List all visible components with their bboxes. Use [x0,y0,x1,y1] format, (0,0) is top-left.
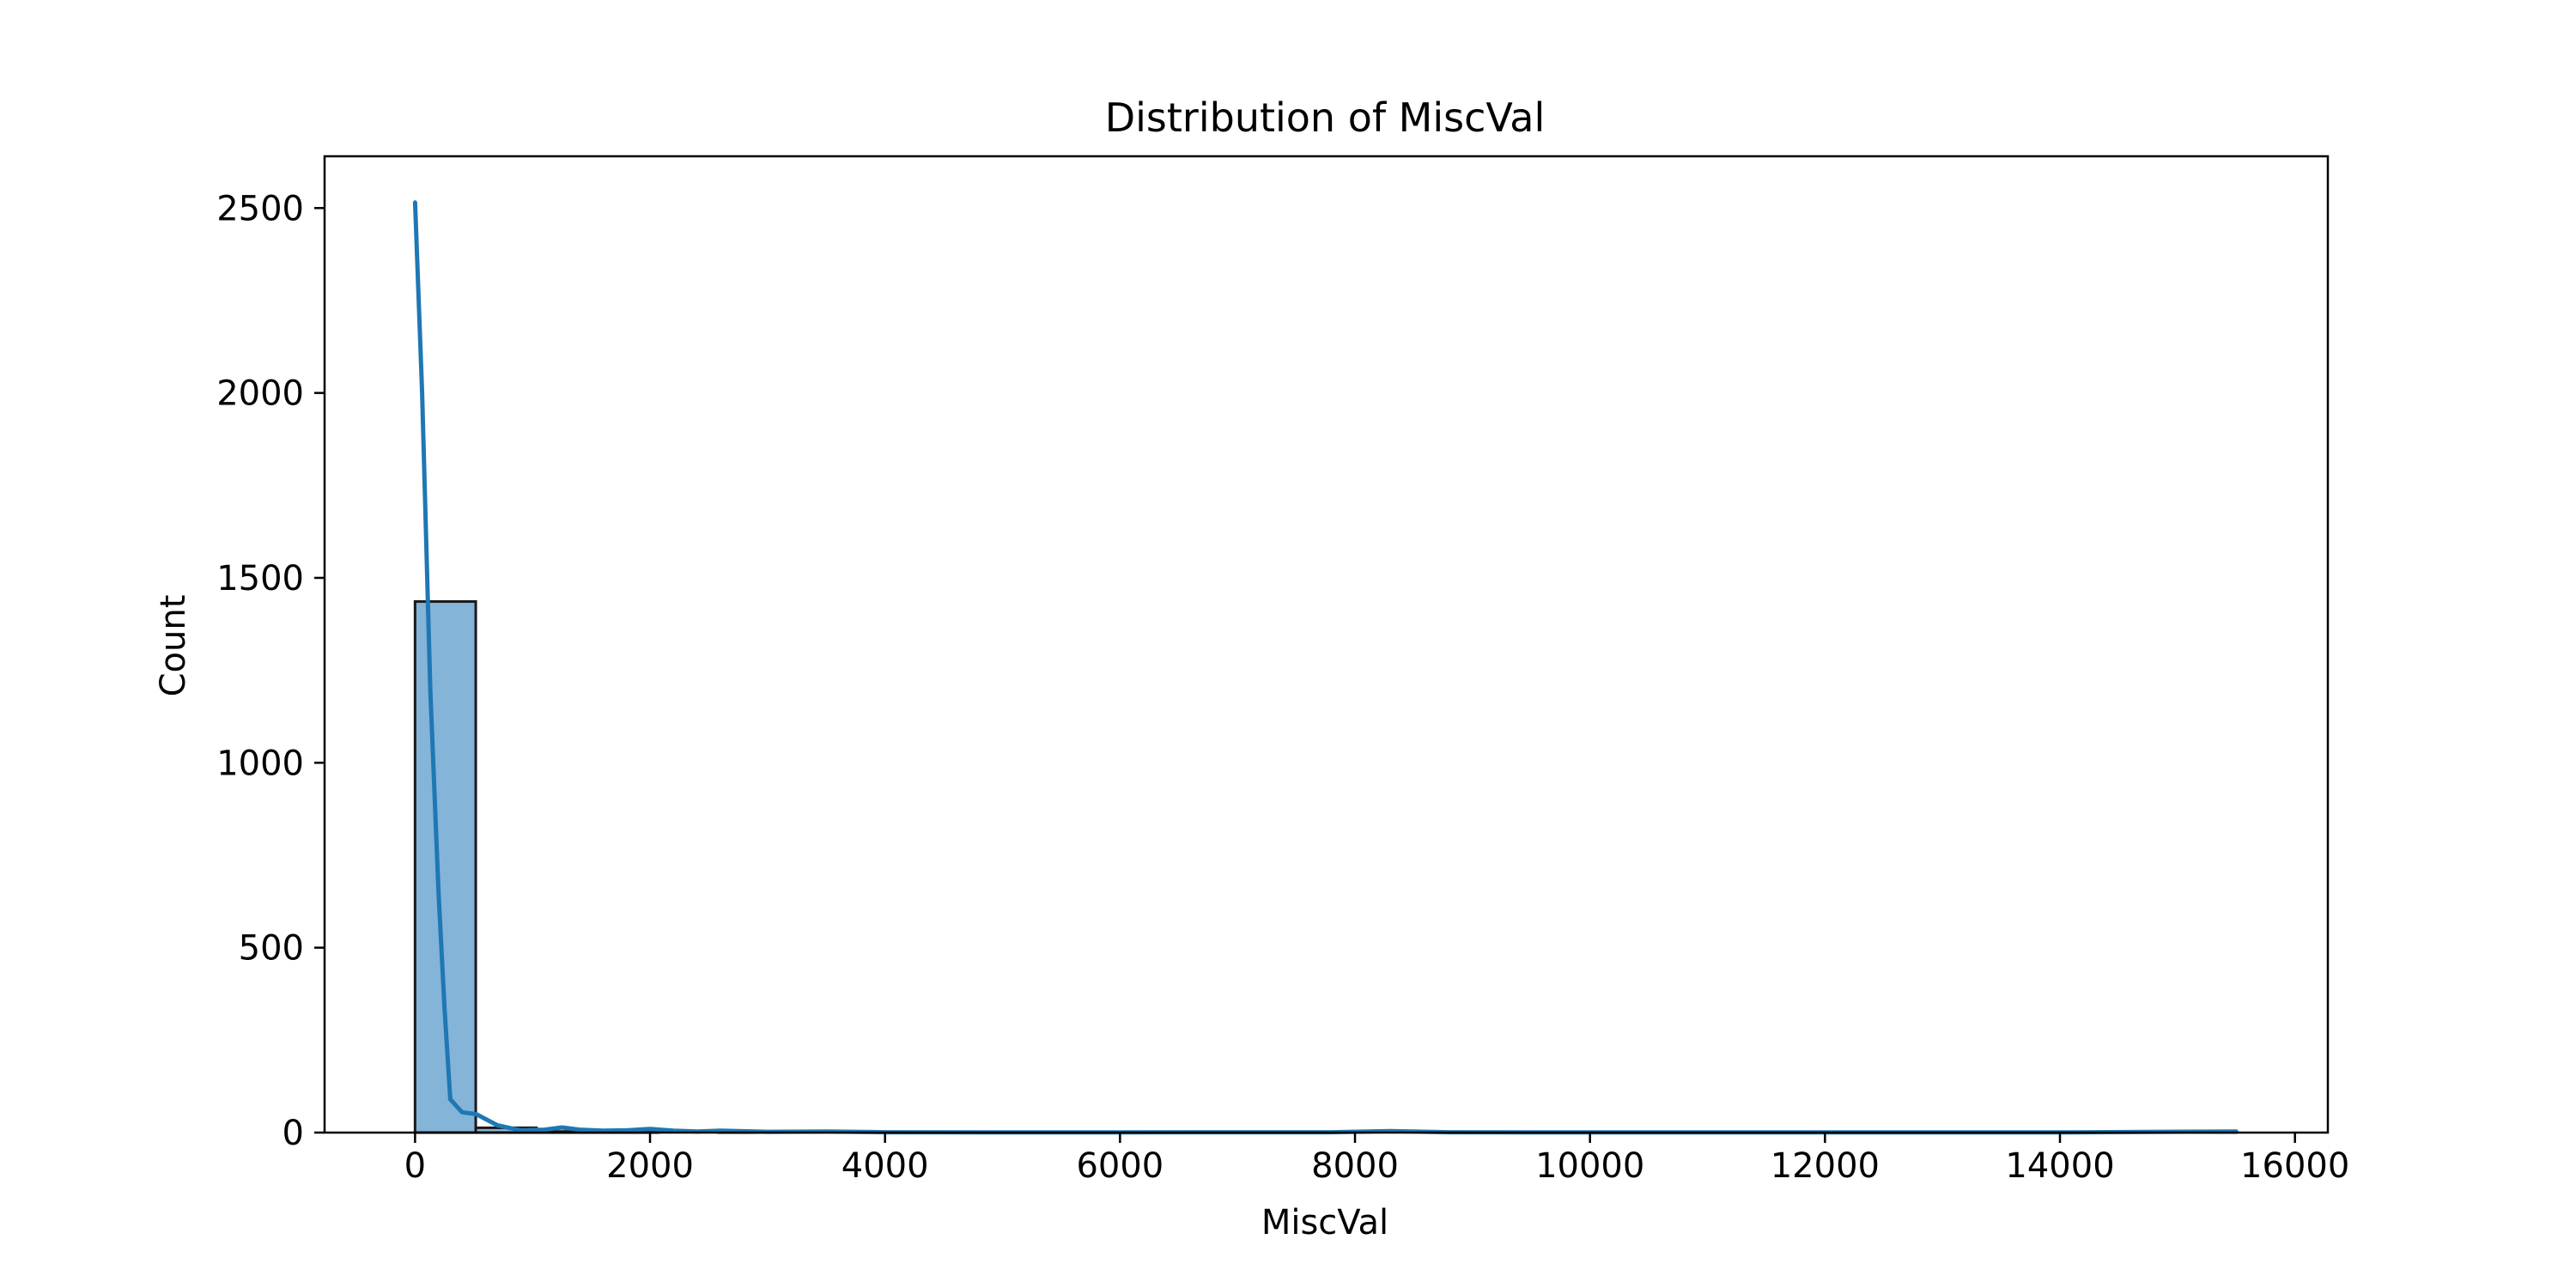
x-tick-label: 14000 [2005,1146,2114,1186]
x-tick-label: 8000 [1311,1146,1399,1186]
y-tick-label: 1000 [216,744,304,783]
x-axis-label: MiscVal [1261,1203,1388,1242]
kde-line [412,200,2239,1135]
y-tick-label: 2500 [216,189,304,228]
chart-title: Distribution of MiscVal [1105,94,1546,141]
x-tick-label: 2000 [606,1146,694,1186]
x-tick-label: 4000 [841,1146,929,1186]
x-tick-label: 10000 [1535,1146,1644,1186]
plot-frame [323,155,2330,1134]
y-tick-label: 1500 [216,559,304,598]
y-axis-label: Count [154,595,193,697]
x-tick-label: 16000 [2240,1146,2349,1186]
y-tick-label: 0 [283,1114,304,1153]
x-tick-label: 6000 [1076,1146,1163,1186]
x-tick-label: 12000 [1771,1146,1880,1186]
y-axis-ticks: 0 500 1000 1500 2000 2500 [216,189,325,1153]
x-tick-label: 0 [404,1146,426,1186]
x-axis-ticks: 0 2000 4000 6000 8000 10000 12000 14000 16000 [404,1133,2349,1186]
y-tick-label: 2000 [216,374,304,414]
kde-curve-layer [412,200,2239,1135]
y-tick-label: 500 [239,929,304,969]
